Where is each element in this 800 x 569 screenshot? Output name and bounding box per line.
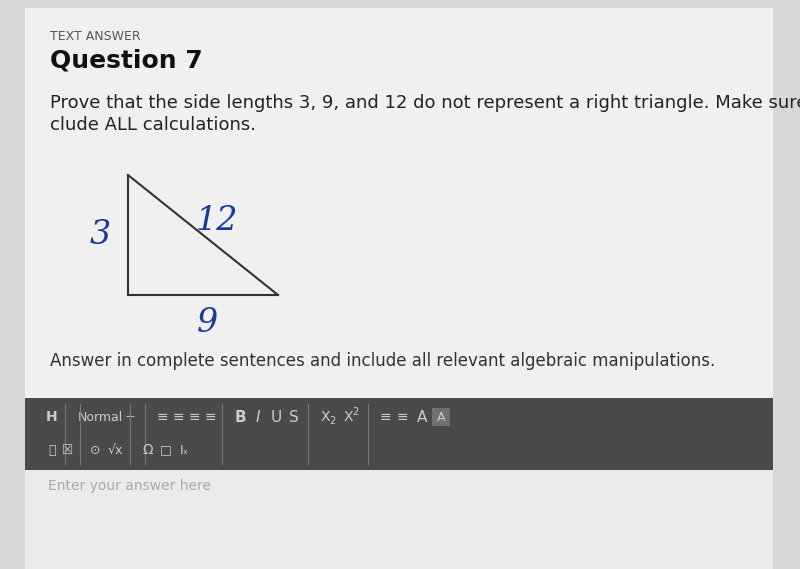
Text: ≡: ≡ [379,410,391,424]
Text: Prove that the side lengths 3, 9, and 12 do not represent a right triangle. Make: Prove that the side lengths 3, 9, and 12… [50,94,800,112]
Text: X: X [320,410,330,424]
Text: 2: 2 [352,407,358,417]
Text: ≡: ≡ [396,410,408,424]
Text: 3: 3 [90,219,110,251]
Text: B: B [234,410,246,424]
Text: Enter your answer here: Enter your answer here [48,479,211,493]
Text: A: A [417,410,427,424]
Text: TEXT ANSWER: TEXT ANSWER [50,30,141,43]
Text: S: S [289,410,299,424]
Text: U: U [270,410,282,424]
Text: Question 7: Question 7 [50,48,202,72]
Bar [25,470,773,569]
Text: Answer in complete sentences and include all relevant algebraic manipulations.: Answer in complete sentences and include… [50,352,715,370]
Text: X: X [343,410,353,424]
Text: ≡: ≡ [204,410,216,424]
Text: ☒: ☒ [62,443,74,456]
Text: □: □ [160,443,172,456]
Text: A: A [437,410,446,423]
Text: Ω: Ω [142,443,154,457]
Text: 12: 12 [196,205,238,237]
Text: 9: 9 [198,307,218,339]
Text: clude ALL calculations.: clude ALL calculations. [50,116,256,134]
Text: H: H [46,410,58,424]
Bar [25,398,773,470]
Text: √x: √x [107,443,122,456]
Text: ≡: ≡ [188,410,200,424]
Bar [432,408,450,426]
Bar [25,470,773,569]
Text: 2: 2 [329,416,335,426]
Text: Normal: Normal [78,410,122,423]
Text: ≡: ≡ [156,410,168,424]
Text: ≡: ≡ [172,410,184,424]
Text: I: I [256,410,260,424]
Text: ⊙: ⊙ [90,443,100,456]
Text: Iₓ: Iₓ [179,443,189,456]
Text: ÷: ÷ [125,410,135,423]
Text: ⛓: ⛓ [48,443,56,456]
